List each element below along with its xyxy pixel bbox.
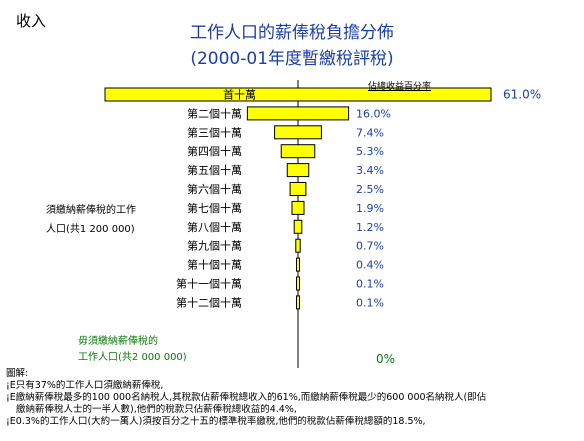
non-taxpayers-group-label: 毋須繳納薪俸稅的 工作人口(共2 000 000) — [78, 334, 218, 366]
category-label: 首十萬 — [223, 88, 256, 102]
notes-line-4: ¡E0.3%的工作人口(大約一萬人)須按百分之十五的標準稅率繳稅,他們的稅款佔薪… — [6, 416, 426, 427]
bar — [104, 87, 492, 102]
bar — [295, 238, 301, 253]
value-label: 0.1% — [356, 278, 384, 291]
value-label: 0.7% — [356, 240, 384, 253]
category-label: 第十一個十萬 — [176, 277, 242, 291]
value-label: 3.4% — [356, 164, 384, 177]
bar — [296, 295, 300, 310]
value-label: 7.4% — [356, 126, 384, 139]
category-label: 第五個十萬 — [187, 163, 242, 177]
value-label: 16.0% — [356, 107, 391, 120]
taxpayers-group-label: 須繳納薪俸稅的工作 人口(共1 200 000) — [46, 201, 176, 239]
bar — [296, 257, 300, 272]
value-label: 1.9% — [356, 202, 384, 215]
chart-title: 工作人口的薪俸稅負擔分佈 — [190, 23, 394, 43]
bar — [246, 106, 350, 121]
bar — [286, 163, 310, 178]
value-label: 0.1% — [356, 296, 384, 309]
bar — [296, 276, 300, 291]
category-label: 第十二個十萬 — [176, 295, 242, 309]
category-label: 第九個十萬 — [187, 239, 242, 253]
value-label: 0.4% — [356, 259, 384, 272]
bar — [274, 125, 322, 140]
category-label: 第四個十萬 — [187, 144, 242, 158]
notes-line-3: 繳納薪俸稅人士的一半人數),他們的稅款只佔薪俸稅總收益的4.4%, — [16, 404, 297, 415]
category-label: 第八個十萬 — [187, 220, 242, 234]
notes-line-2: ¡E繳納薪俸稅最多的100 000名納稅人,其稅款佔薪俸稅總收入的61%,而繳納… — [6, 392, 487, 403]
value-header: 佔總收益百分率 — [368, 82, 432, 92]
non-taxpayers-value: 0% — [376, 352, 396, 366]
bar — [293, 219, 303, 234]
category-label: 第七個十萬 — [187, 201, 242, 215]
non-taxpayers-label-line-1: 毋須繳納薪俸稅的 — [78, 336, 158, 347]
category-label: 第二個十萬 — [187, 106, 242, 120]
category-label: 第三個十萬 — [187, 125, 242, 139]
corner-label: 收入 — [16, 12, 47, 30]
value-label: 5.3% — [356, 145, 384, 158]
category-label: 第六個十萬 — [187, 182, 242, 196]
value-label: 2.5% — [356, 183, 384, 196]
taxpayers-label-line-1: 須繳納薪俸稅的工作 — [46, 205, 136, 216]
notes: 圖解: ¡E只有37%的工作人口須繳納薪俸稅, ¡E繳納薪俸稅最多的100 00… — [6, 368, 582, 428]
category-label: 第十個十萬 — [187, 258, 242, 272]
notes-heading: 圖解: — [6, 368, 29, 379]
value-label: 61.0% — [503, 88, 541, 102]
non-taxpayers-label-line-2: 工作人口(共2 000 000) — [78, 352, 187, 363]
notes-line-1: ¡E只有37%的工作人口須繳納薪俸稅, — [6, 380, 164, 391]
bar — [289, 182, 307, 196]
value-label: 1.2% — [356, 221, 384, 234]
taxpayers-label-line-2: 人口(共1 200 000) — [46, 224, 135, 235]
chart-subtitle: (2000-01年度暫繳稅評稅) — [190, 49, 394, 69]
bar — [291, 200, 305, 215]
bar — [280, 144, 316, 159]
